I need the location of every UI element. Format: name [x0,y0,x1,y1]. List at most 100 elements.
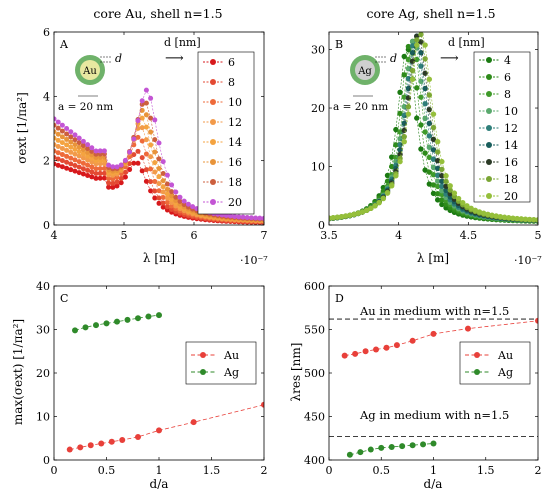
legend-marker [210,139,216,145]
panel-d-ticks: 0 0.5 1 1.5 2 400 450 500 550 600 [304,280,542,477]
data-point-a-12 [76,153,82,159]
data-point-b-4 [418,146,424,152]
data-point-b-20 [434,139,441,145]
data-point-a-10 [156,188,162,194]
legend-marker [200,369,206,375]
data-point-a-20 [54,116,57,122]
data-point-b-8 [405,56,412,63]
data-point-a-12 [152,169,158,175]
data-point-b-20 [522,216,529,222]
data-point-b-18 [405,104,412,110]
data-point-b-20 [506,215,512,221]
data-point-ag [388,443,395,450]
data-point-a-20 [190,204,196,210]
x-tick-label: 6 [191,229,198,242]
data-point-b-18 [401,133,407,140]
data-point-b-8 [434,183,441,190]
legend-marker [210,99,216,105]
data-point-a-6 [85,172,91,178]
core-icon [80,60,100,80]
data-point-a-20 [110,164,116,170]
data-point-b-20 [380,195,387,202]
data-point-a-18 [152,137,158,143]
panel-c-marks [66,312,264,453]
data-point-a-20 [131,136,137,142]
data-point-b-4 [426,181,433,187]
data-point-a-16 [156,165,162,171]
data-point-b-12 [439,183,445,190]
data-point-b-20 [501,214,508,220]
legend-label: 10 [228,96,242,109]
data-point-b-20 [464,203,470,209]
data-point-a-20 [106,162,112,168]
data-point-a-20 [232,213,238,219]
data-point-au [464,325,471,332]
data-point-a-18 [80,143,86,149]
data-point-a-16 [54,129,57,135]
data-point-b-20 [389,183,395,189]
legend-title-a: d [nm] [164,36,201,49]
y-tick-label: 550 [304,324,325,337]
ylabel-a: σext [1/πa²] [15,92,29,164]
data-point-a-20 [64,126,70,131]
data-point-a-10 [164,199,170,205]
data-point-b-20 [351,211,357,218]
arrow-b: ⟶ [440,51,459,66]
data-point-a-10 [148,166,154,172]
data-point-ag [409,442,416,449]
data-point-b-18 [422,56,428,62]
data-point-b-20 [468,205,474,212]
shell-label-b: d [390,52,397,65]
data-point-b-18 [426,92,433,98]
data-point-b-20 [460,199,466,206]
data-point-b-4 [434,197,441,203]
data-point-a-18 [64,131,70,137]
y-tick-label: 10 [36,411,50,424]
data-point-a-20 [148,95,154,101]
legend-label: Ag [497,366,513,379]
legend-label: 16 [504,156,518,169]
legend-label: 10 [504,105,518,118]
panel-b-marks [329,32,538,224]
data-point-a-18 [181,202,187,208]
data-point-a-18 [139,101,145,107]
legend-marker [200,352,206,358]
data-point-a-8 [139,155,145,161]
x-tick-label: 4 [51,229,58,242]
x-tick-label: 0 [326,464,333,477]
series-line-au [69,404,264,450]
data-point-a-16 [68,139,74,145]
data-point-a-6 [139,168,145,174]
data-point-a-8 [80,166,86,172]
data-point-a-10 [152,179,158,185]
data-point-a-18 [148,115,154,121]
data-point-au [98,440,105,447]
x-tick-label: 2 [261,464,268,477]
data-point-b-4 [384,172,391,179]
data-point-b-14 [430,147,437,153]
data-point-b-8 [422,129,428,135]
data-point-a-6 [148,188,154,194]
data-point-a-16 [148,129,154,135]
data-point-a-16 [55,131,61,137]
legend-box [473,51,531,203]
legend-box [197,51,255,215]
data-point-b-20 [401,139,407,145]
x-tick-label: 1.5 [203,464,221,477]
data-point-a-20 [80,138,86,144]
data-point-a-10 [143,151,149,157]
data-point-b-18 [434,149,441,155]
data-point-a-10 [85,162,91,168]
data-point-a-14 [55,137,61,143]
legend-label: 18 [228,176,242,189]
data-point-a-14 [164,191,170,197]
data-point-a-8 [127,161,133,167]
data-point-b-16 [430,136,437,143]
legend-marker [474,369,480,375]
data-point-a-8 [143,167,149,173]
data-point-a-10 [76,159,82,165]
data-point-ag [103,320,110,327]
data-point-a-20 [143,87,149,93]
data-point-b-4 [430,190,437,197]
data-point-a-8 [118,176,124,182]
